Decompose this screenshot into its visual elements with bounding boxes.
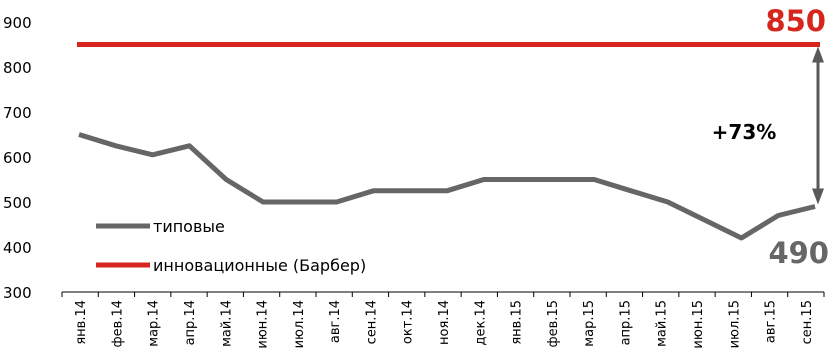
y-axis: 300 400 500 600 700 800 900: [3, 14, 32, 302]
x-tick-label: авг.15: [764, 300, 779, 343]
series-group: [77, 42, 820, 241]
x-tick-label: июн.15: [691, 300, 706, 349]
x-tick-label: окт.14: [401, 300, 416, 344]
y-tick-label: 300: [3, 284, 32, 302]
x-tick-label: фев.15: [546, 300, 561, 347]
legend: типовые инновационные (Барбер): [96, 217, 366, 275]
difference-annotation: +73% 850 490: [712, 4, 829, 270]
x-tick-label: июл.14: [292, 300, 307, 348]
series-line-typical: [78, 132, 816, 241]
legend-label: типовые: [153, 217, 225, 236]
y-tick-label: 800: [3, 59, 32, 77]
top-value-label: 850: [765, 4, 826, 38]
arrow-head-bottom: [812, 188, 824, 205]
y-tick-label: 400: [3, 239, 32, 257]
y-tick-label: 600: [3, 149, 32, 167]
y-tick-label: 700: [3, 104, 32, 122]
arrow-head-top: [812, 46, 824, 63]
bottom-value-label: 490: [768, 236, 829, 270]
x-tick-label: май.14: [219, 300, 234, 347]
legend-label: инновационные (Барбер): [153, 256, 366, 275]
x-tick-label: авг.14: [328, 300, 343, 343]
x-tick-label: сен.15: [800, 300, 815, 344]
x-tick-label: апр.15: [618, 300, 633, 345]
x-tick-label: янв.14: [74, 300, 89, 345]
y-tick-label: 900: [3, 14, 32, 32]
x-tick-label: мар.14: [147, 300, 162, 347]
x-tick-label: июн.14: [256, 300, 271, 349]
x-tick-label: июл.15: [727, 300, 742, 348]
x-tick-label: сен.14: [364, 300, 379, 344]
x-tick-label: мар.15: [582, 300, 597, 347]
x-tick-label: апр.14: [183, 300, 198, 345]
x-tick-label: ноя.14: [437, 300, 452, 345]
x-tick-label: янв.15: [510, 300, 525, 345]
x-tick-label: фев.14: [110, 300, 125, 347]
x-tick-label: дек.14: [473, 300, 488, 346]
difference-label: +73%: [712, 120, 777, 144]
y-tick-label: 500: [3, 194, 32, 212]
x-tick-label: май.15: [655, 300, 670, 347]
x-axis: янв.14 фев.14 мар.14 апр.14 май.14 июн.14 июл.…: [61, 291, 825, 349]
